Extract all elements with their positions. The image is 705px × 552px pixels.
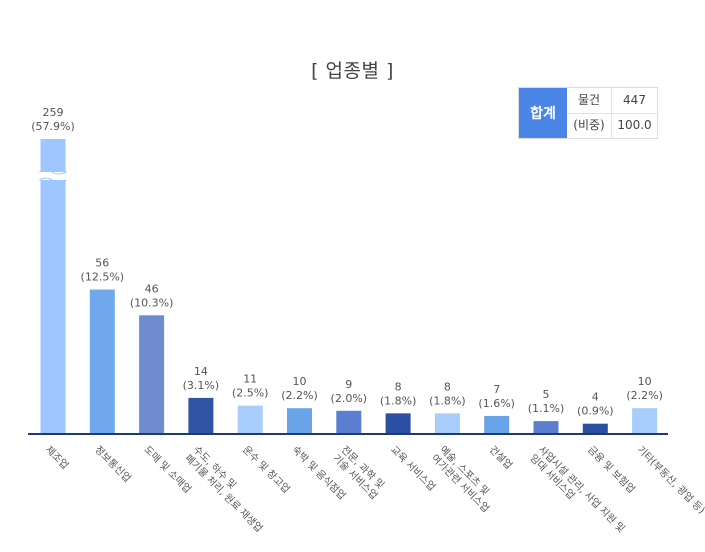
value-label: 9 [345,378,352,391]
value-label: 46 [145,282,159,295]
total-summary-table: 합계 물건 447 (비중) 100.0 [518,87,658,139]
percent-label: (2.2%) [281,389,318,402]
axis-break-mark [39,177,67,183]
percent-label: (1.8%) [429,394,466,407]
percent-label: (2.5%) [232,387,269,400]
bar [632,408,658,434]
value-label: 8 [444,380,451,393]
percent-label: (12.5%) [81,271,125,284]
category-label: 운수 및 창고업 [240,443,293,496]
bar [434,413,460,434]
category-label-line: 사업시설 관리, 사업 지원 및 [536,443,628,535]
value-label: 11 [243,373,257,386]
bar [188,397,214,434]
category-label-line: 정보통신업 [92,443,134,485]
chart-title: [ 업종별 ] [311,60,394,82]
total-count-value: 447 [623,93,646,107]
percent-label: (0.9%) [577,405,614,418]
category-label-line: 도매 및 소매업 [141,443,194,496]
bar [484,415,510,434]
bar [385,413,411,434]
total-count-label: 물건 [577,93,601,107]
bar [139,315,165,434]
category-label: 제조업 [43,443,72,472]
total-share-label: (비중) [573,118,605,132]
table-divider [567,113,657,114]
value-label: 259 [43,106,64,119]
bar [336,410,362,434]
bar [237,405,263,434]
bar [533,421,559,434]
category-label: 정보통신업 [92,443,134,485]
total-label: 합계 [519,88,567,138]
axis-break-mark [39,169,67,175]
bar [89,289,115,434]
category-label: 건설업 [487,443,516,472]
percent-label: (57.9%) [31,120,75,133]
value-label: 10 [293,375,307,388]
category-label: 사업시설 관리, 사업 지원 및임대 서비스업 [527,443,628,535]
percent-label: (3.1%) [183,379,220,392]
value-label: 10 [638,375,652,388]
axis-break-gap [39,172,67,180]
category-label-line: 건설업 [487,443,516,472]
percent-label: (2.0%) [331,392,368,405]
category-label: 도매 및 소매업 [141,443,194,496]
bar [287,408,312,434]
percent-label: (1.6%) [478,397,515,410]
table-divider [611,88,612,138]
percent-label: (1.8%) [380,394,417,407]
category-label: 교육 서비스업 [388,443,438,493]
category-label-line: 교육 서비스업 [388,443,438,493]
category-label-line: 운수 및 창고업 [240,443,293,496]
bar [582,423,608,434]
total-share-value: 100.0 [617,118,652,132]
value-label: 4 [592,391,599,404]
category-label-line: 제조업 [43,443,72,472]
category-label-line: 금융 및 보험업 [585,443,638,496]
category-label: 기타(부동산, 광업 등) [634,443,705,517]
category-label-line: 기타(부동산, 광업 등) [634,443,705,517]
value-label: 5 [543,388,550,401]
percent-label: (10.3%) [130,296,174,309]
value-label: 7 [493,383,500,396]
value-label: 8 [395,380,402,393]
percent-label: (2.2%) [626,389,663,402]
value-label: 56 [95,257,109,270]
bar [40,139,66,434]
percent-label: (1.1%) [528,402,565,415]
value-label: 14 [194,365,208,378]
category-label: 금융 및 보험업 [585,443,638,496]
